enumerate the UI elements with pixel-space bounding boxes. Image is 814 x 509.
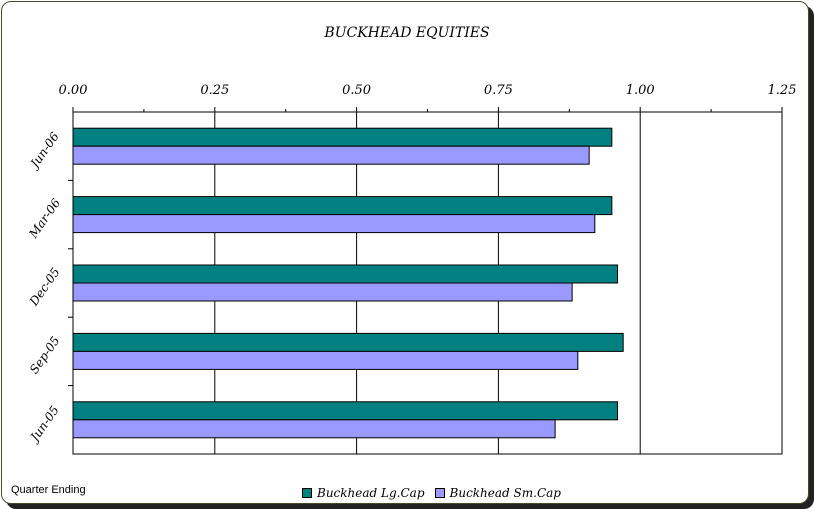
bar xyxy=(72,127,613,147)
bar xyxy=(72,145,590,165)
y-category-label: Dec-05 xyxy=(26,265,63,309)
plot-area: 0.00 0.25 0.50 0.75 1.00 1.25 Jun-06 Mar-06 Dec-… xyxy=(26,83,797,455)
bar xyxy=(72,264,619,284)
bar xyxy=(72,332,624,352)
y-category-label: Sep-05 xyxy=(27,334,63,377)
legend-label-lg-cap: Buckhead Lg.Cap xyxy=(317,486,425,500)
bar xyxy=(72,419,556,439)
x-tick-label: 0.75 xyxy=(484,83,513,98)
y-category-label: Jun-05 xyxy=(26,403,62,446)
legend-item-sm-cap: Buckhead Sm.Cap xyxy=(434,486,561,500)
legend: Buckhead Lg.Cap Buckhead Sm.Cap xyxy=(302,486,571,500)
legend-swatch-sm-cap xyxy=(434,488,445,498)
legend-item-lg-cap: Buckhead Lg.Cap xyxy=(302,486,425,500)
x-tick-label: 0.00 xyxy=(59,83,88,98)
x-tick-label: 0.50 xyxy=(342,83,371,98)
bar xyxy=(72,401,619,421)
quarter-ending-label: Quarter Ending xyxy=(11,484,86,496)
legend-label-sm-cap: Buckhead Sm.Cap xyxy=(449,486,561,500)
x-tick-label: 1.00 xyxy=(626,83,655,98)
bar xyxy=(72,196,613,216)
x-tick-label: 0.25 xyxy=(200,83,229,98)
bar xyxy=(72,350,579,370)
bar xyxy=(72,282,573,302)
legend-swatch-lg-cap xyxy=(302,488,312,498)
y-category-label: Mar-06 xyxy=(26,196,64,242)
bar xyxy=(72,214,596,234)
y-category-label: Jun-06 xyxy=(26,129,62,172)
chart-title: BUCKHEAD EQUITIES xyxy=(323,25,489,41)
x-tick-label: 1.25 xyxy=(768,83,797,98)
